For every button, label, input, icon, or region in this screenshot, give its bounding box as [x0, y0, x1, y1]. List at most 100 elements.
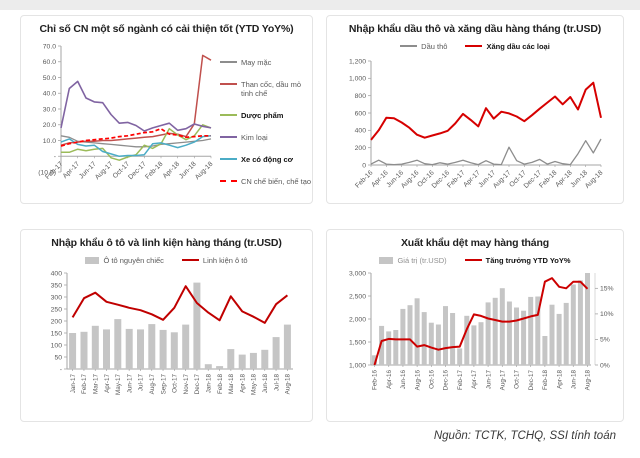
x-tick-label: Mar-18 [228, 374, 235, 394]
legend-label: Than cốc, dầu mỏ tinh chế [241, 80, 302, 98]
oil-imports-chart-canvas: 1,2001,0008006004002000Feb-16Apr-16Jun-1… [349, 58, 605, 190]
chart-panel-industry-index: Chỉ số CN một số ngành có cải thiện tốt … [20, 15, 313, 204]
legend-item: Dầu thô [400, 42, 447, 51]
x-tick-label: Dec-17 [194, 374, 201, 395]
auto-imports-chart-canvas: 400 350 300 250 200 150 100 50 - Jan-17 Feb-17 Mar-… [51, 270, 293, 395]
line-series [370, 138, 602, 166]
y-tick-label: 10.0 [43, 138, 56, 145]
y-tick-label: 250 [51, 306, 63, 313]
x-tick-label: Apr-17 [62, 161, 82, 181]
textile-exports-chart-canvas: 3,000 2,500 2,000 1,500 1,000 15% 10% 5% 0% Feb-1… [349, 270, 614, 391]
bar [556, 313, 562, 365]
x-tick-label: Aug-18 [285, 374, 292, 395]
chart-title-textile-exports: Xuất khẩu dệt may hàng tháng [400, 237, 550, 249]
bar [499, 288, 505, 365]
y-tick-label: 40.0 [43, 91, 56, 98]
legend-label: CN chế biến, chế tạo [241, 177, 312, 186]
bar [283, 324, 291, 369]
legend-line-swatch [220, 158, 237, 160]
legend-line-swatch [220, 114, 237, 116]
bar [261, 349, 269, 369]
x-tick-label: Feb-18 [542, 370, 549, 390]
x-tick-label: Aug-17 [149, 374, 156, 395]
legend-item: Than cốc, dầu mỏ tinh chế [220, 80, 312, 98]
textile-exports-legend: Giá trị (tr.USD) Tăng trưởng YTD YoY% [327, 254, 623, 267]
bar [249, 352, 257, 369]
industry-index-chart-canvas: 70.0 60.0 50.0 40.0 30.0 20.0 10.0 - (10.0) Feb-1… [38, 43, 214, 181]
legend-item: Tăng trưởng YTD YoY% [464, 256, 571, 265]
bar-series [69, 282, 291, 369]
x-tick-label: Mar-17 [93, 374, 100, 394]
plot-area: 70.0 60.0 50.0 40.0 30.0 20.0 10.0 - (10.0) Feb-1… [38, 43, 214, 181]
bar [148, 324, 156, 369]
bar [570, 284, 576, 365]
oil-imports-legend: Dầu thô Xăng dầu các loại [327, 40, 623, 53]
y-tick-label: 50.0 [43, 75, 56, 82]
legend-label: Dầu thô [421, 42, 448, 51]
x-tick-label: Dec-17 [127, 161, 148, 182]
x-tick-label: Nov-17 [183, 374, 190, 395]
bar [272, 337, 280, 369]
right-tick-label: 0% [600, 362, 610, 369]
y-tick-label: 800 [355, 93, 367, 100]
x-tick-label: Apr-17 [471, 370, 478, 389]
x-tick-label: Apr-16 [386, 370, 393, 389]
legend-bar-swatch [379, 257, 394, 264]
bar [393, 330, 399, 365]
y-tick-label: 1,000 [349, 76, 366, 83]
bar [216, 366, 224, 369]
bar [125, 328, 133, 369]
legend-label: Giá trị (tr.USD) [397, 256, 447, 265]
bar [137, 329, 144, 369]
industry-index-legend: May mặc Than cốc, dầu mỏ tinh chế Dược phẩ… [220, 58, 312, 186]
bar [428, 322, 434, 365]
legend-line-swatch [465, 45, 483, 47]
y-tick-label: 1,500 [349, 339, 366, 346]
x-tick-label: Jun-17 [126, 374, 133, 394]
bar [414, 298, 420, 365]
legend-line-swatch [400, 45, 418, 47]
plot-area: 400 350 300 250 200 150 100 50 - Jan-17 Feb-17 Mar-… [51, 270, 293, 395]
bar-series [372, 273, 590, 365]
bar [372, 355, 377, 365]
x-tick-label: Jun-16 [400, 370, 407, 390]
x-tick-label: Oct-17 [514, 370, 521, 389]
source-note: Nguồn: TCTK, TCHQ, SSI tính toán [433, 430, 616, 442]
bar [435, 324, 441, 365]
bar [204, 364, 212, 369]
bar [585, 273, 590, 365]
y-tick-label: 30.0 [43, 106, 56, 113]
legend-line-swatch [220, 180, 237, 182]
bar [457, 348, 463, 365]
chart-title-oil-imports: Nhập khẩu dầu thô và xăng dầu hàng tháng… [348, 23, 602, 35]
x-tick-label: Jun-17 [485, 370, 492, 390]
chart-title-industry-index: Chỉ số CN một số ngành có cải thiện tốt … [39, 23, 294, 35]
chart-panel-textile-exports: Xuất khẩu dệt may hàng tháng Giá trị (tr… [326, 229, 624, 422]
bar [421, 312, 427, 365]
y-tick-label: 60.0 [43, 59, 56, 66]
x-tick-label: Feb-17 [457, 370, 464, 390]
x-tick-label: Dec-16 [443, 370, 450, 391]
chart-panel-oil-imports: Nhập khẩu dầu thô và xăng dầu hàng tháng… [326, 15, 624, 204]
x-tick-label: Aug-18 [194, 161, 215, 182]
auto-imports-legend: Ô tô nguyên chiếc Linh kiện ô tô [21, 254, 312, 267]
legend-label: May mặc [241, 58, 272, 67]
x-tick-label: Feb-18 [538, 169, 558, 189]
right-tick-label: 15% [600, 286, 614, 293]
legend-line-swatch [220, 61, 237, 63]
y-tick-label: 3,000 [349, 270, 366, 277]
x-tick-label: Apr-18 [162, 161, 182, 181]
legend-item: Ô tô nguyên chiếc [85, 256, 164, 265]
bar [549, 304, 555, 365]
top-strip [0, 0, 640, 10]
bar [379, 325, 385, 365]
x-tick-label: Apr-18 [239, 374, 246, 393]
x-tick-label: Oct-17 [172, 374, 179, 393]
legend-item: May mặc [220, 58, 312, 67]
x-tick-label: Jul-17 [138, 374, 145, 392]
y-tick-label: 300 [51, 294, 63, 301]
y-tick-label: 50 [54, 354, 62, 361]
x-tick-label: Feb-18 [217, 374, 224, 394]
x-tick-label: Jul-18 [273, 374, 280, 392]
y-tick-label: 200 [355, 145, 367, 152]
